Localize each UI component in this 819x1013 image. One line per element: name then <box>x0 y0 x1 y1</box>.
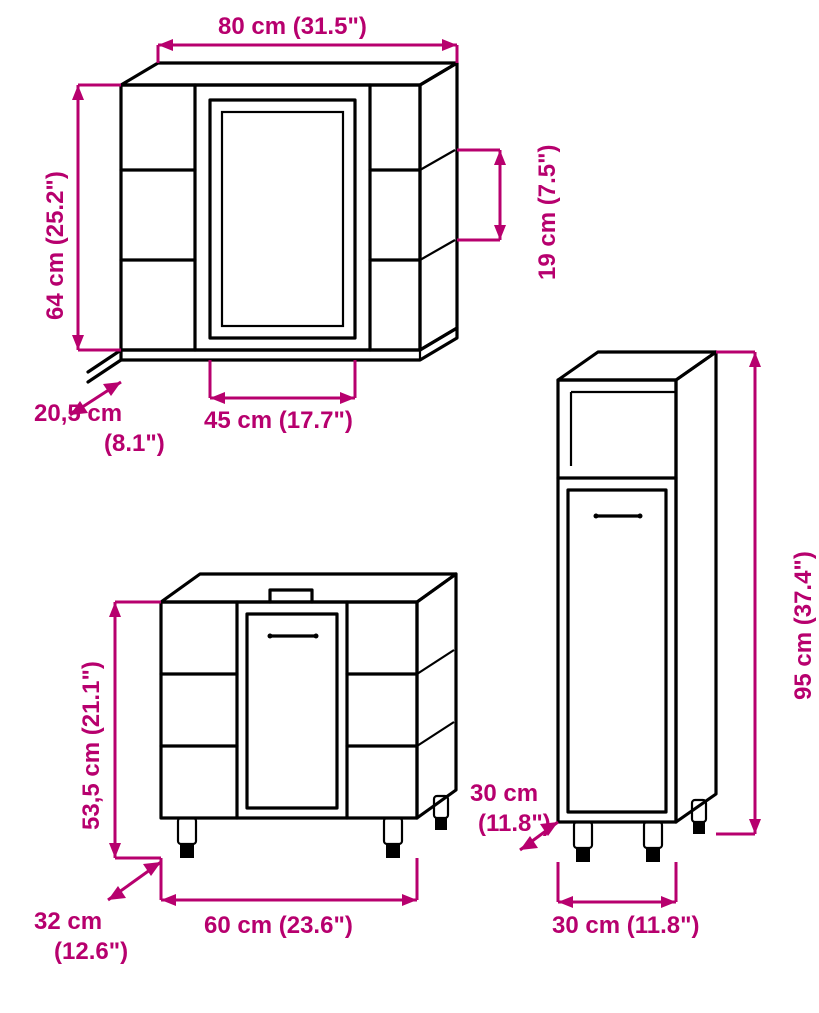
sink-cabinet-dims <box>108 602 417 906</box>
mc-depth-in-label: (8.1") <box>104 430 165 458</box>
sc-depth-in-label: (12.6") <box>54 938 128 966</box>
diagram-svg <box>0 0 819 1013</box>
mc-height-label: 64 cm (25.2") <box>42 171 70 320</box>
sc-width-label: 60 cm (23.6") <box>204 912 353 940</box>
tc-width-label: 30 cm (11.8") <box>552 912 699 940</box>
tc-depth-label: 30 cm <box>470 780 538 808</box>
sc-height-label: 53,5 cm (21.1") <box>78 661 106 830</box>
furniture-dimension-diagram: { "stroke_color": "#000000", "dim_color"… <box>0 0 819 1013</box>
mc-width-label: 80 cm (31.5") <box>218 13 367 41</box>
tall-cabinet <box>558 352 716 862</box>
tc-depth-in-label: (11.8") <box>478 810 551 838</box>
sc-depth-label: 32 cm <box>34 908 102 936</box>
tall-cabinet-dims <box>520 352 761 908</box>
mc-door-label: 45 cm (17.7") <box>204 407 353 435</box>
mirror-cabinet <box>88 63 457 382</box>
mc-depth-label: 20,5 cm <box>34 400 122 428</box>
mc-shelf-label: 19 cm (7.5") <box>534 145 562 280</box>
sink-cabinet <box>161 574 456 858</box>
tc-height-label: 95 cm (37.4") <box>790 551 818 700</box>
